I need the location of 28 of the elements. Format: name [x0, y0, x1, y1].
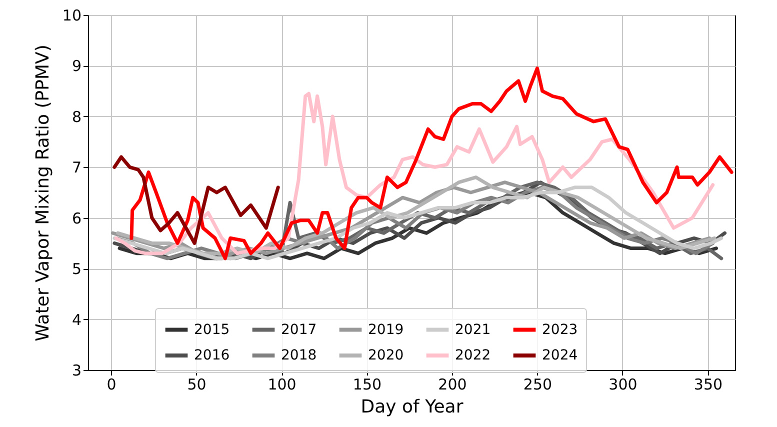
legend-label: 2023 [542, 322, 578, 338]
x-tick-label: 350 [694, 376, 723, 394]
legend-label: 2018 [281, 348, 317, 364]
legend-label: 2019 [368, 322, 404, 338]
x-tick-label: 250 [523, 376, 552, 394]
legend-label: 2024 [542, 348, 578, 364]
y-tick-label: 4 [72, 310, 82, 329]
x-tick-label: 0 [106, 376, 116, 394]
y-tick-label: 10 [62, 6, 82, 24]
y-axis-title: Water Vapor Mixing Ratio (PPMV) [32, 44, 54, 342]
x-axis-title: Day of Year [360, 396, 464, 418]
x-tick-label: 300 [608, 376, 638, 394]
legend-label: 2015 [194, 322, 230, 338]
y-tick-label: 8 [72, 108, 82, 126]
y-tick-label: 9 [72, 57, 82, 76]
y-tick-label: 6 [72, 209, 82, 228]
y-tick-label: 5 [72, 260, 82, 278]
legend-label: 2022 [455, 348, 491, 364]
legend-label: 2021 [455, 322, 491, 338]
legend-label: 2020 [368, 348, 404, 364]
x-tick-label: 150 [352, 376, 382, 394]
x-tick-label: 50 [187, 376, 206, 394]
legend-label: 2017 [281, 322, 317, 338]
legend-label: 2016 [194, 348, 230, 364]
x-tick-label: 200 [438, 376, 467, 394]
x-tick-label: 100 [268, 376, 296, 394]
y-tick-label: 3 [72, 362, 82, 380]
y-tick-label: 7 [72, 158, 82, 177]
